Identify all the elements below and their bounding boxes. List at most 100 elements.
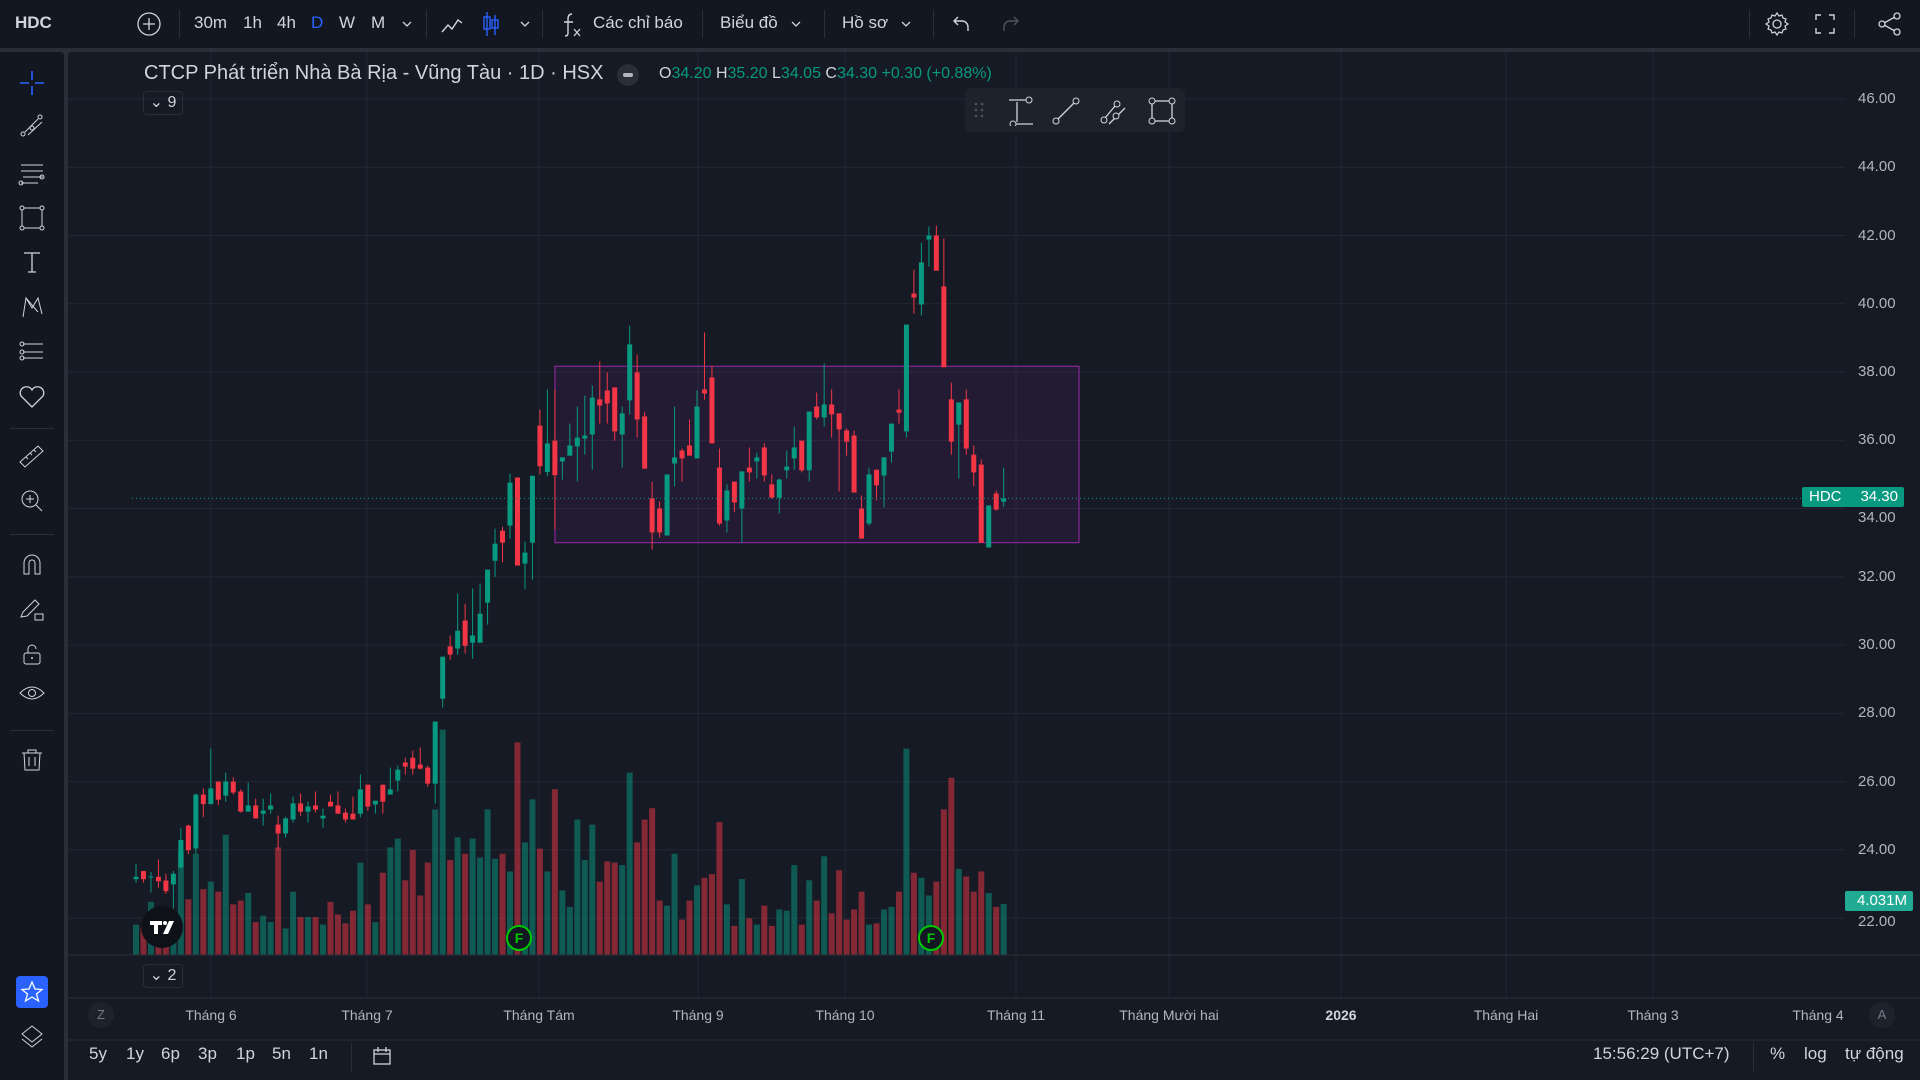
zoom-reset-button[interactable]: Z xyxy=(88,1002,114,1028)
candle-body xyxy=(679,450,685,459)
range-5d[interactable]: 5n xyxy=(272,1044,291,1063)
interval-m[interactable]: M xyxy=(371,13,386,32)
candle-body xyxy=(567,445,573,456)
indicators-collapse-button[interactable]: ⌄ 9 xyxy=(143,91,183,115)
financial-event-marker[interactable]: F xyxy=(918,925,944,951)
zoom-in-icon[interactable] xyxy=(16,485,48,517)
candle-body xyxy=(986,505,992,548)
undo-icon[interactable] xyxy=(952,13,972,35)
volume-bar xyxy=(297,917,304,955)
log-scale-toggle[interactable]: log xyxy=(1804,1044,1827,1063)
range-1d[interactable]: 1n xyxy=(309,1044,328,1063)
candle-body xyxy=(814,406,820,418)
crosshair-icon[interactable] xyxy=(16,67,48,99)
candle-body xyxy=(874,469,880,486)
volume-bar xyxy=(357,862,364,955)
symbol-search[interactable]: HDC xyxy=(15,13,52,32)
range-1m[interactable]: 1p xyxy=(236,1044,255,1063)
candle-body xyxy=(582,435,588,439)
drag-handle-icon[interactable] xyxy=(973,101,985,119)
candle-body xyxy=(911,293,917,298)
object-tree-layers-icon[interactable] xyxy=(16,1021,48,1053)
trash-icon[interactable] xyxy=(16,744,48,776)
range-3m[interactable]: 3p xyxy=(198,1044,217,1063)
fullscreen-icon[interactable] xyxy=(1814,13,1836,35)
price-tick-label: 32.00 xyxy=(1858,567,1896,585)
share-icon[interactable] xyxy=(1877,11,1903,37)
interval-1h[interactable]: 1h xyxy=(243,13,262,32)
price-tick-label: 36.00 xyxy=(1858,431,1896,449)
candles-chart-icon[interactable] xyxy=(480,10,502,38)
auto-scale-toggle[interactable]: tự động xyxy=(1845,1044,1904,1063)
volume-bar xyxy=(611,862,618,955)
chevron-down-icon[interactable] xyxy=(519,19,531,29)
redo-icon[interactable] xyxy=(1000,13,1020,35)
interval-4h[interactable]: 4h xyxy=(277,13,296,32)
fib-tool-icon[interactable] xyxy=(16,336,48,368)
trend-line-icon[interactable] xyxy=(16,109,48,141)
go-to-date-calendar-icon[interactable] xyxy=(371,1045,393,1067)
range-5y[interactable]: 5y xyxy=(89,1044,107,1063)
price-range-icon[interactable] xyxy=(1003,96,1035,126)
candle-body xyxy=(163,880,169,892)
text-tool-icon[interactable] xyxy=(16,246,48,278)
grid xyxy=(68,52,1845,998)
interval-d[interactable]: D xyxy=(311,13,324,32)
visibility-eye-icon[interactable] xyxy=(16,678,48,710)
unlock-icon[interactable] xyxy=(16,638,48,670)
lock-drawings-pencil-icon[interactable] xyxy=(16,593,48,625)
indicators-button[interactable]: Các chỉ báo xyxy=(593,13,683,32)
candle-body xyxy=(829,404,835,415)
chevron-down-icon[interactable] xyxy=(401,19,413,29)
pattern-tool-icon[interactable] xyxy=(16,291,48,323)
ruler-icon[interactable] xyxy=(16,440,48,472)
volume-bar xyxy=(701,877,708,955)
magnet-icon[interactable] xyxy=(16,548,48,580)
rectangle-tool-icon[interactable] xyxy=(1147,96,1177,126)
volume-bar xyxy=(409,849,416,955)
parallel-channel-icon[interactable] xyxy=(1099,96,1129,126)
candle-body xyxy=(268,805,274,810)
favorites-button[interactable] xyxy=(16,976,48,1008)
rectangle-shape-icon[interactable] xyxy=(16,202,48,234)
chevron-down-icon[interactable] xyxy=(900,19,912,29)
divider xyxy=(10,730,54,731)
profile-menu-button[interactable]: Hồ sơ xyxy=(842,13,889,32)
line-chart-icon[interactable] xyxy=(440,12,466,36)
range-6m[interactable]: 6p xyxy=(161,1044,180,1063)
interval-w[interactable]: W xyxy=(339,13,356,32)
chart-menu-button[interactable]: Biểu đồ xyxy=(720,13,778,32)
volume-bar xyxy=(626,772,633,955)
clock-timezone[interactable]: 15:56:29 (UTC+7) xyxy=(1593,1044,1730,1063)
heart-icon[interactable] xyxy=(16,381,48,413)
pane2-collapse-button[interactable]: ⌄ 2 xyxy=(143,964,183,988)
volume-bar xyxy=(521,842,528,955)
candle-body xyxy=(933,235,939,271)
market-status-icon[interactable] xyxy=(617,64,639,86)
candle-body xyxy=(170,873,176,885)
price-tick-label: 26.00 xyxy=(1858,772,1896,790)
settings-gear-icon[interactable] xyxy=(1764,11,1790,37)
compare-add-icon[interactable] xyxy=(136,11,162,37)
fx-icon[interactable] xyxy=(560,11,584,39)
volume-bar xyxy=(267,922,274,955)
interval-30m[interactable]: 30m xyxy=(194,13,228,32)
candle-body xyxy=(896,409,902,413)
auto-scale-button[interactable]: A xyxy=(1869,1002,1895,1028)
candle-body xyxy=(806,411,812,471)
time-tick-label: Tháng Mười hai xyxy=(1119,1007,1219,1023)
chevron-down-icon[interactable] xyxy=(790,19,802,29)
range-1y[interactable]: 1y xyxy=(126,1044,144,1063)
horizontal-lines-icon[interactable] xyxy=(16,157,48,189)
percent-scale-toggle[interactable]: % xyxy=(1770,1044,1786,1063)
financial-event-marker[interactable]: F xyxy=(506,925,532,951)
volume-bar xyxy=(514,742,521,955)
trend-line-icon[interactable] xyxy=(1051,96,1081,126)
divider xyxy=(1749,10,1750,38)
divider xyxy=(426,10,427,38)
price-tick-label: 28.00 xyxy=(1858,704,1896,722)
tradingview-logo[interactable] xyxy=(141,906,183,948)
volume-bar xyxy=(185,899,192,955)
candle-body xyxy=(440,656,446,699)
